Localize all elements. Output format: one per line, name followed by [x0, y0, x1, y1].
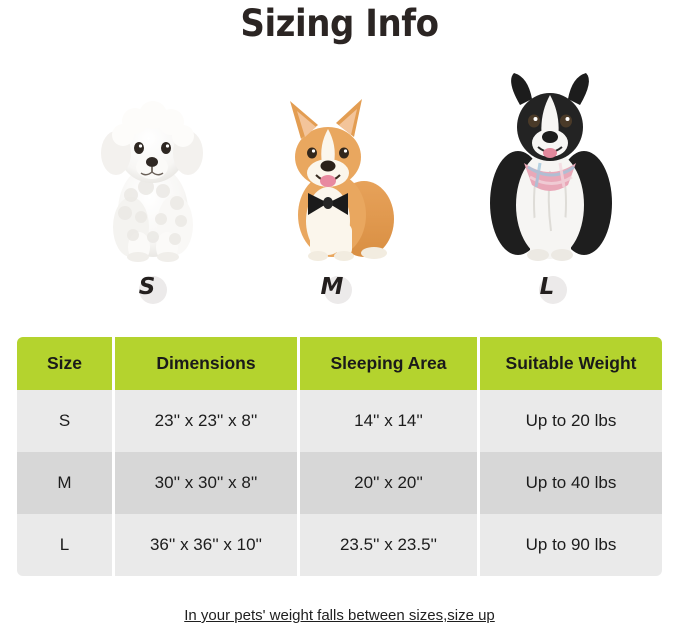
dog-size-illustrations: S	[0, 62, 679, 312]
sizing-footer-note: In your pets' weight falls between sizes…	[184, 607, 495, 624]
column-header-sleeping-area: Sleeping Area	[300, 337, 480, 390]
column-header-size: Size	[17, 337, 115, 390]
size-badge-label: L	[539, 274, 555, 300]
cell-sleeping-area: 14'' x 14''	[300, 390, 480, 452]
badge-circle-icon	[539, 276, 567, 304]
cell-suitable-weight: Up to 90 lbs	[480, 514, 662, 576]
cell-dimensions: 36'' x 36'' x 10''	[115, 514, 300, 576]
border-collie-dog-photo	[465, 67, 635, 268]
sizing-table: Size Dimensions Sleeping Area Suitable W…	[17, 337, 662, 576]
cell-size: M	[17, 452, 115, 514]
bichon-frise-dog-photo	[75, 91, 225, 268]
badge-circle-icon	[139, 276, 167, 304]
cell-size: S	[17, 390, 115, 452]
cell-sleeping-area: 20'' x 20''	[300, 452, 480, 514]
column-header-dimensions: Dimensions	[115, 337, 300, 390]
cell-size: L	[17, 514, 115, 576]
cell-suitable-weight: Up to 40 lbs	[480, 452, 662, 514]
bow-tie	[308, 193, 348, 215]
table-row: S 23'' x 23'' x 8'' 14'' x 14'' Up to 20…	[17, 390, 662, 452]
table-header-row: Size Dimensions Sleeping Area Suitable W…	[17, 337, 662, 390]
size-badge-label: M	[320, 274, 344, 300]
cell-suitable-weight: Up to 20 lbs	[480, 390, 662, 452]
cell-sleeping-area: 23.5'' x 23.5''	[300, 514, 480, 576]
corgi-dog-photo	[255, 95, 415, 268]
dog-size-item-medium: M	[255, 95, 415, 312]
cell-dimensions: 30'' x 30'' x 8''	[115, 452, 300, 514]
table-row: M 30'' x 30'' x 8'' 20'' x 20'' Up to 40…	[17, 452, 662, 514]
column-header-suitable-weight: Suitable Weight	[480, 337, 662, 390]
dog-size-item-large: L	[465, 67, 635, 312]
badge-circle-icon	[324, 276, 352, 304]
size-badge-label: S	[138, 274, 156, 300]
dog-size-item-small: S	[75, 91, 225, 312]
cell-dimensions: 23'' x 23'' x 8''	[115, 390, 300, 452]
page-title: Sizing Info	[240, 2, 439, 45]
table-row: L 36'' x 36'' x 10'' 23.5'' x 23.5'' Up …	[17, 514, 662, 576]
size-badge-small: S	[75, 272, 225, 312]
bandana	[524, 162, 576, 191]
size-badge-large: L	[465, 272, 635, 312]
size-badge-medium: M	[255, 272, 415, 312]
